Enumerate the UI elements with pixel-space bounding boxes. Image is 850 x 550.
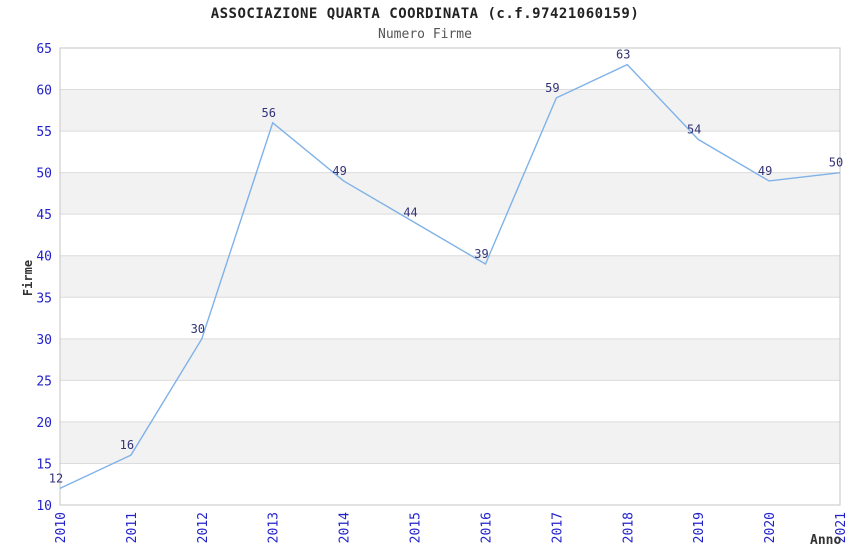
- x-tick-label: 2014: [338, 512, 353, 543]
- y-tick-label: 25: [36, 374, 52, 389]
- y-tick-label: 35: [36, 291, 52, 306]
- grid-band: [60, 380, 840, 422]
- grid-band: [60, 421, 840, 464]
- point-label: 56: [262, 106, 276, 120]
- point-label: 39: [474, 247, 488, 261]
- point-label: 50: [829, 156, 843, 170]
- grid-band: [60, 48, 840, 90]
- point-label: 12: [49, 471, 63, 485]
- y-tick-label: 65: [36, 42, 52, 57]
- point-label: 16: [120, 438, 134, 452]
- x-tick-label: 2011: [125, 512, 140, 543]
- grid-band: [60, 214, 840, 256]
- x-tick-label: 2010: [54, 512, 69, 543]
- chart-title: ASSOCIAZIONE QUARTA COORDINATA (c.f.9742…: [210, 6, 640, 22]
- y-tick-label: 45: [36, 208, 52, 223]
- point-label: 59: [545, 81, 559, 95]
- chart-subtitle: Numero Firme: [378, 27, 472, 42]
- grid-band: [60, 463, 840, 505]
- x-tick-label: 2019: [692, 512, 707, 543]
- point-label: 63: [616, 48, 630, 62]
- y-tick-label: 20: [36, 416, 52, 431]
- y-tick-label: 30: [36, 333, 52, 348]
- x-tick-label: 2018: [621, 512, 636, 543]
- x-tick-label: 2012: [196, 512, 211, 543]
- y-tick-label: 60: [36, 84, 52, 99]
- point-label: 30: [191, 322, 205, 336]
- x-tick-label: 2021: [834, 512, 849, 543]
- grid-band: [60, 338, 840, 381]
- x-tick-label: 2020: [763, 512, 778, 543]
- x-tick-label: 2013: [267, 512, 282, 543]
- y-tick-label: 50: [36, 167, 52, 182]
- y-tick-label: 15: [36, 457, 52, 472]
- point-label: 49: [332, 164, 346, 178]
- grid-band: [60, 172, 840, 215]
- x-tick-label: 2016: [479, 512, 494, 543]
- point-label: 44: [403, 205, 417, 219]
- plot-border: [59, 47, 841, 506]
- y-tick-label: 40: [36, 250, 52, 265]
- x-axis-label: Anno: [810, 533, 842, 548]
- grid-band: [60, 131, 840, 173]
- y-tick-label: 10: [36, 499, 52, 514]
- grid-band: [60, 297, 840, 339]
- x-tick-label: 2015: [409, 512, 424, 543]
- point-label: 54: [687, 122, 701, 136]
- grid-band: [60, 89, 840, 132]
- x-tick-label: 2017: [550, 512, 565, 543]
- data-line: [59, 63, 841, 490]
- y-tick-label: 55: [36, 125, 52, 140]
- grid-band: [60, 255, 840, 298]
- point-label: 49: [758, 164, 772, 178]
